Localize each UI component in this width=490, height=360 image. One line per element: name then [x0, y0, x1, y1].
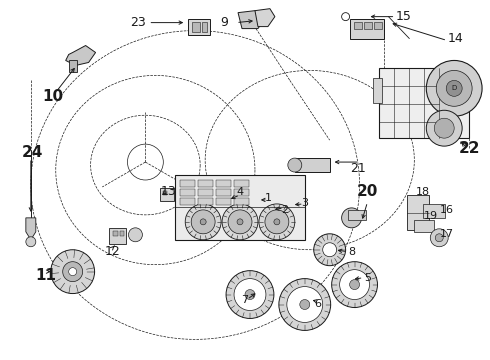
Circle shape: [274, 219, 280, 225]
Circle shape: [279, 279, 331, 330]
Circle shape: [51, 250, 95, 293]
Bar: [180, 198, 195, 205]
Circle shape: [426, 110, 462, 146]
Bar: [198, 198, 213, 205]
Bar: [415, 220, 434, 232]
Circle shape: [228, 210, 252, 234]
Circle shape: [245, 289, 255, 300]
Text: 12: 12: [105, 245, 121, 258]
Circle shape: [332, 262, 377, 307]
Text: 17: 17: [440, 229, 454, 239]
Bar: [180, 180, 195, 187]
Circle shape: [200, 219, 206, 225]
Polygon shape: [66, 45, 96, 66]
Circle shape: [323, 243, 337, 257]
Polygon shape: [238, 11, 265, 28]
Bar: [295, 158, 330, 172]
Bar: [113, 231, 119, 236]
Bar: [192, 22, 200, 32]
Circle shape: [127, 144, 163, 180]
Circle shape: [237, 219, 243, 225]
Circle shape: [63, 262, 83, 282]
Circle shape: [265, 210, 289, 234]
Bar: [354, 22, 362, 28]
Circle shape: [349, 280, 360, 289]
Circle shape: [259, 204, 295, 240]
Bar: [121, 231, 124, 236]
Circle shape: [287, 287, 323, 323]
Bar: [234, 189, 249, 196]
Bar: [180, 189, 195, 196]
Polygon shape: [255, 9, 275, 27]
Bar: [374, 22, 383, 28]
Bar: [372, 78, 383, 103]
Circle shape: [128, 228, 143, 242]
Text: 11: 11: [35, 268, 56, 283]
Circle shape: [426, 60, 482, 116]
Text: 23: 23: [130, 16, 147, 29]
Circle shape: [69, 268, 76, 276]
Bar: [216, 198, 231, 205]
Bar: [108, 228, 126, 244]
Text: D: D: [452, 85, 457, 91]
Text: 13: 13: [160, 185, 176, 198]
Bar: [163, 191, 167, 195]
Text: 20: 20: [357, 184, 378, 199]
Bar: [423, 204, 445, 218]
Bar: [198, 189, 213, 196]
Text: 24: 24: [22, 145, 44, 159]
Bar: [349, 19, 385, 39]
Circle shape: [222, 204, 258, 240]
Text: 14: 14: [447, 32, 463, 45]
Circle shape: [300, 300, 310, 310]
Circle shape: [340, 270, 369, 300]
Text: 6: 6: [314, 298, 321, 309]
Text: 16: 16: [440, 205, 454, 215]
Text: 19: 19: [424, 211, 439, 221]
Bar: [216, 180, 231, 187]
Bar: [198, 180, 213, 187]
Circle shape: [26, 237, 36, 247]
Bar: [407, 195, 429, 230]
Circle shape: [191, 210, 215, 234]
Circle shape: [342, 208, 362, 228]
Text: 1: 1: [265, 193, 271, 203]
Text: 2: 2: [281, 205, 289, 215]
Bar: [216, 189, 231, 196]
Text: 9: 9: [220, 16, 228, 29]
Text: 7: 7: [242, 294, 248, 305]
Circle shape: [430, 229, 448, 247]
Text: 22: 22: [458, 141, 480, 156]
Bar: [379, 68, 469, 138]
Text: 21: 21: [350, 162, 366, 175]
Bar: [202, 22, 207, 32]
Bar: [364, 22, 371, 28]
Circle shape: [446, 80, 462, 96]
Bar: [234, 180, 249, 187]
Circle shape: [234, 279, 266, 310]
Text: 18: 18: [416, 187, 430, 197]
Bar: [69, 60, 76, 72]
Circle shape: [185, 204, 221, 240]
Circle shape: [435, 234, 443, 242]
Bar: [175, 175, 305, 240]
Circle shape: [314, 234, 345, 266]
Text: 3: 3: [301, 198, 308, 208]
Circle shape: [342, 13, 349, 21]
Text: 15: 15: [395, 10, 411, 23]
Bar: [160, 188, 174, 201]
Circle shape: [436, 71, 472, 106]
Bar: [234, 198, 249, 205]
Polygon shape: [26, 218, 36, 240]
Text: 5: 5: [364, 273, 371, 283]
Circle shape: [434, 118, 454, 138]
Text: 10: 10: [42, 89, 63, 104]
Text: 8: 8: [348, 247, 355, 257]
Bar: [188, 19, 210, 35]
Bar: [347, 210, 366, 220]
Circle shape: [226, 271, 274, 319]
Circle shape: [288, 158, 302, 172]
Text: 4: 4: [237, 187, 244, 197]
